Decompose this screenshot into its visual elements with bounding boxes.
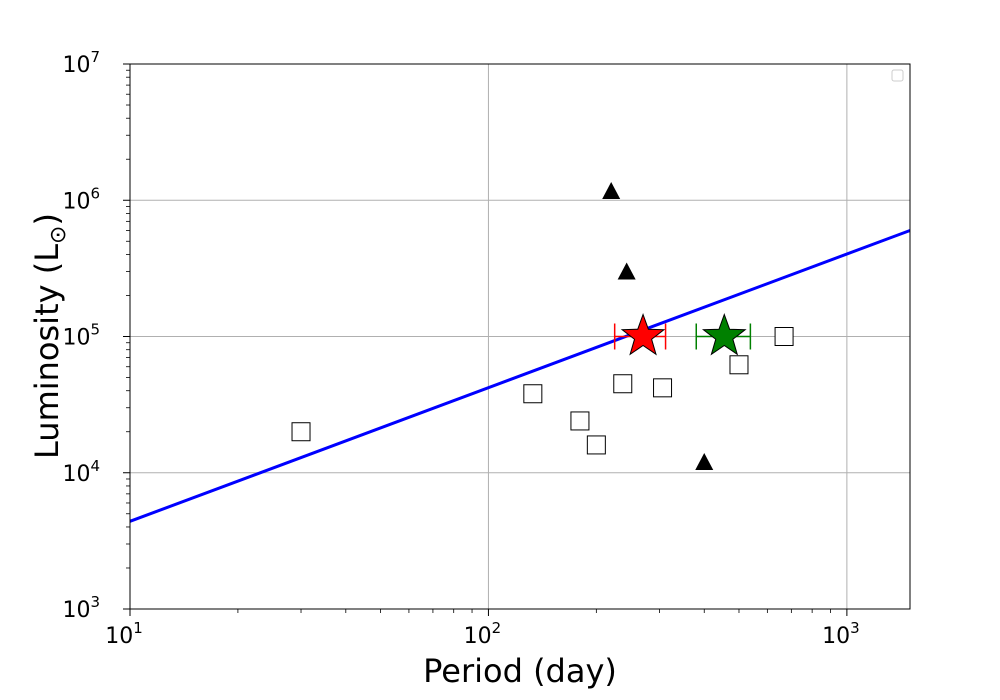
x-tick-labels: 101 102 103 bbox=[105, 619, 859, 649]
star-point-1 bbox=[701, 313, 747, 356]
y-tick-label-0: 103 bbox=[62, 593, 100, 623]
x-tick-label-2: 103 bbox=[822, 619, 860, 649]
open-square-point-5 bbox=[653, 378, 673, 398]
fit-line bbox=[129, 229, 911, 523]
y-axis-label: Luminosity (L⊙) bbox=[28, 213, 71, 459]
y-tick-label-1: 104 bbox=[62, 457, 100, 487]
y-axis-label-main: Luminosity (L bbox=[28, 244, 66, 459]
y-axis-label-sun-symbol: ⊙ bbox=[46, 226, 71, 244]
open-square-point-7 bbox=[774, 327, 794, 346]
star-point-0 bbox=[620, 313, 666, 356]
triangle-point-1 bbox=[617, 262, 636, 280]
open-square-point-6 bbox=[729, 355, 749, 375]
x-tick-label-1: 102 bbox=[464, 619, 502, 649]
axes-frame bbox=[129, 63, 911, 610]
open-square-point-1 bbox=[523, 384, 543, 404]
y-tick-label-2: 105 bbox=[62, 321, 100, 351]
open-square-point-4 bbox=[613, 374, 633, 394]
open-square-point-0 bbox=[291, 422, 311, 442]
major-ticks bbox=[123, 63, 848, 616]
y-tick-labels: 103 104 105 106 107 bbox=[62, 48, 100, 623]
y-tick-label-4: 107 bbox=[62, 48, 100, 78]
triangle-point-2 bbox=[695, 452, 714, 470]
x-tick-label-0: 101 bbox=[105, 619, 143, 649]
open-square-point-2 bbox=[570, 411, 590, 431]
open-square-point-3 bbox=[586, 435, 606, 455]
legend-box bbox=[891, 69, 904, 82]
x-axis-label: Period (day) bbox=[423, 652, 617, 690]
y-axis-label-close: ) bbox=[28, 213, 66, 225]
triangle-point-0 bbox=[602, 181, 621, 199]
plot-area bbox=[129, 181, 911, 523]
y-tick-label-3: 106 bbox=[62, 184, 100, 214]
minor-ticks bbox=[126, 69, 831, 613]
